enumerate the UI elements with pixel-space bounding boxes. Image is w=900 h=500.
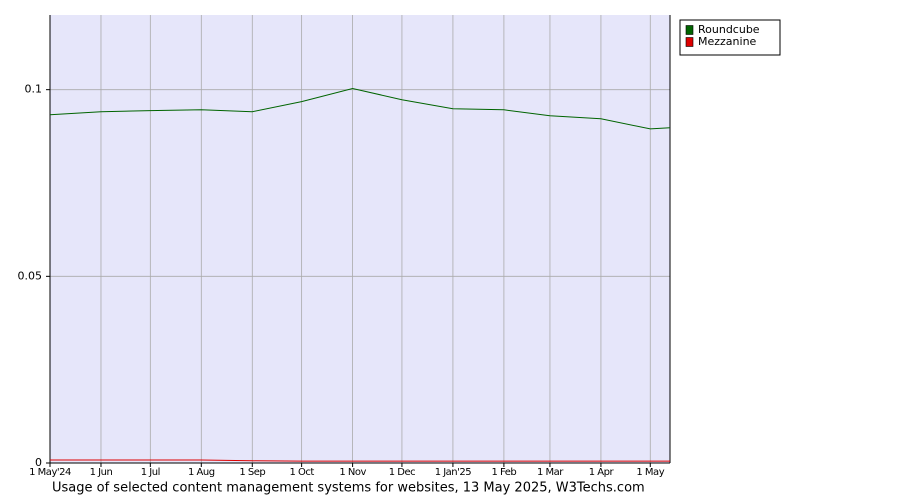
x-tick-label: 1 Jan'25	[435, 467, 472, 478]
x-tick-label: 1 Jun	[90, 467, 113, 478]
series-line	[49, 87, 671, 130]
y-tick-label: 0	[35, 456, 42, 469]
x-tick-label: 1 Sep	[239, 467, 265, 478]
legend-swatch	[685, 37, 694, 47]
plot-background	[50, 15, 670, 463]
y-tick-label: 0.1	[25, 83, 43, 96]
legend-swatch	[685, 25, 694, 35]
x-tick-label: 1 Dec	[389, 467, 415, 478]
x-tick-label: 1 Apr	[589, 467, 615, 478]
caption: Usage of selected content management sys…	[52, 481, 645, 496]
legend-label: Mezzanine	[698, 35, 757, 48]
x-tick-label: 1 Oct	[289, 467, 314, 478]
x-tick-label: 1 May'24	[29, 467, 71, 478]
x-tick-label: 1 Nov	[339, 467, 366, 478]
x-tick-label: 1 Jul	[141, 467, 160, 478]
x-tick-label: 1 May	[636, 467, 664, 478]
x-tick-label: 1 Aug	[188, 467, 215, 478]
x-tick-label: 1 Mar	[537, 467, 564, 478]
x-tick-label: 1 Feb	[492, 467, 517, 478]
legend-label: Roundcube	[698, 23, 760, 36]
legend-box	[679, 19, 781, 56]
y-tick-label: 0.05	[18, 269, 43, 282]
series-line	[50, 459, 670, 462]
